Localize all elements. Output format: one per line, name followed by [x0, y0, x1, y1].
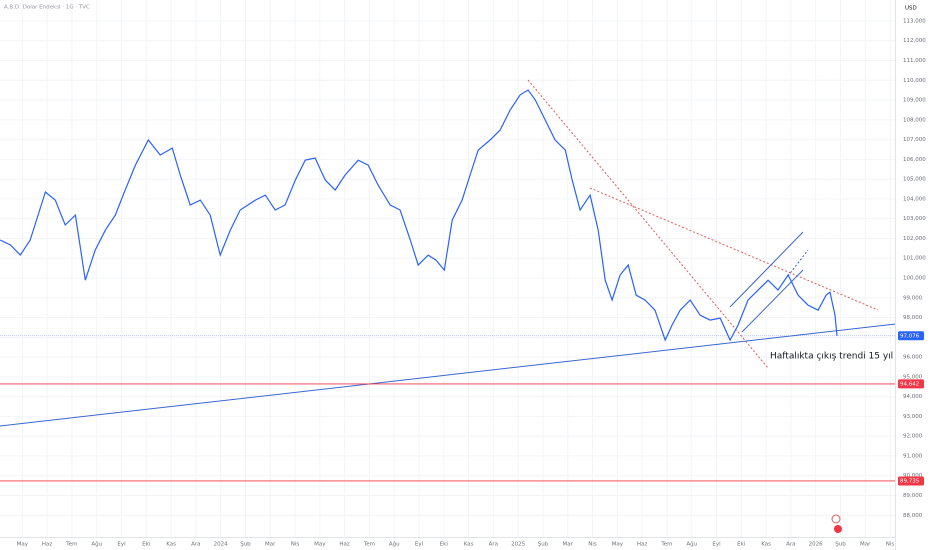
x-tick-label: Eyl	[415, 542, 424, 548]
x-tick-label: Ağu	[91, 541, 102, 548]
x-tick-label: May	[17, 542, 29, 548]
event-icon[interactable]	[831, 514, 841, 524]
x-tick-label: Kas	[761, 542, 771, 548]
level-tag	[898, 379, 924, 389]
y-tick-label: 109,000	[903, 98, 926, 104]
x-tick-label: Haz	[637, 542, 648, 548]
x-tick-label: Ara	[489, 542, 498, 548]
x-tick-label: Kas	[166, 542, 176, 548]
x-tick-label: Ağu	[389, 541, 400, 548]
y-tick-label: 108,000	[903, 117, 926, 123]
y-tick-label: 91,000	[903, 453, 923, 459]
trendline	[0, 323, 897, 427]
plot	[0, 89, 895, 482]
y-tick-label: 107,000	[903, 137, 926, 143]
level-label: 94,642	[900, 381, 919, 387]
x-tick-label: Şub	[240, 542, 251, 548]
axis-unit: USD	[905, 6, 917, 12]
channel-line	[741, 269, 804, 333]
annotation: Haftalıkta çıkış trendi 15 yıl	[770, 352, 893, 362]
channel-line	[729, 231, 804, 308]
y-tick-label: 88,000	[903, 513, 923, 519]
x-tick-label: Nis	[588, 542, 597, 548]
y-tick-label: 110,000	[903, 78, 926, 84]
x-tick-label: Tem	[363, 542, 375, 548]
x-tick-label: Ağu	[686, 541, 697, 548]
y-tick-label: 113,000	[903, 18, 926, 24]
price-line	[0, 89, 838, 342]
y-tick-label: 98,000	[903, 315, 923, 321]
y-tick-label: 100,000	[903, 275, 926, 281]
drawings	[0, 79, 897, 427]
x-tick-label: Eyl	[117, 542, 126, 548]
y-tick-label: 95,000	[903, 374, 923, 380]
x-tick-label: Nis	[291, 542, 300, 548]
x-tick-label: 2025	[511, 542, 525, 548]
x-tick-label: Şub	[835, 542, 846, 548]
y-tick-label: 105,000	[903, 177, 926, 183]
x-tick-label: Ara	[786, 542, 795, 548]
x-tick-label: Eki	[737, 542, 746, 548]
x-tick-label: Eki	[142, 542, 151, 548]
x-tick-label: Eyl	[712, 542, 721, 548]
grid	[0, 0, 895, 537]
x-tick-label: Haz	[339, 542, 350, 548]
y-tick-label: 92,000	[903, 434, 923, 440]
y-tick-label: 111,000	[903, 58, 926, 64]
y-tick-label: 102,000	[903, 236, 926, 242]
level-tag	[898, 476, 924, 486]
level-label: 89,735	[900, 478, 920, 484]
x-tick-label: 2024	[214, 542, 228, 548]
x-tick-label: May	[612, 542, 624, 548]
x-tick-label: Haz	[42, 542, 53, 548]
y-tick-label: 103,000	[903, 216, 926, 222]
y-tick-label: 106,000	[903, 157, 926, 163]
x-tick-label: Mar	[265, 542, 276, 548]
event-icon[interactable]	[834, 525, 842, 533]
last-price-tag	[898, 331, 924, 341]
y-tick-label: 94,000	[903, 394, 923, 400]
last-price-label: 97,076	[900, 333, 920, 339]
x-tick-label: Ara	[191, 542, 200, 548]
y-tick-label: 89,000	[903, 493, 923, 499]
x-tick-label: Mar	[563, 542, 574, 548]
x-tick-label: Tem	[660, 542, 672, 548]
x-tick-label: 2026	[809, 542, 823, 548]
y-tick-label: 101,000	[903, 256, 926, 262]
x-tick-label: May	[314, 542, 326, 548]
y-tick-label: 99,000	[903, 295, 923, 301]
channel-line	[787, 249, 809, 277]
x-tick-label: Mar	[860, 542, 871, 548]
y-tick-label: 112,000	[903, 38, 926, 44]
trendline	[527, 79, 769, 369]
x-tick-label: Tem	[65, 542, 77, 548]
y-tick-label: 93,000	[903, 414, 923, 420]
x-tick-label: Şub	[538, 542, 549, 548]
x-tick-label: Kas	[464, 542, 474, 548]
x-tick-label: Nis	[886, 542, 895, 548]
y-tick-label: 90,000	[903, 473, 923, 479]
chart-title: A.B.D. Dolar Endeksi · 1G · TVC	[4, 5, 90, 11]
y-tick-label: 104,000	[903, 196, 926, 202]
y-tick-label: 96,000	[903, 355, 923, 361]
trendline	[589, 187, 879, 311]
x-tick-label: Eki	[440, 542, 449, 548]
